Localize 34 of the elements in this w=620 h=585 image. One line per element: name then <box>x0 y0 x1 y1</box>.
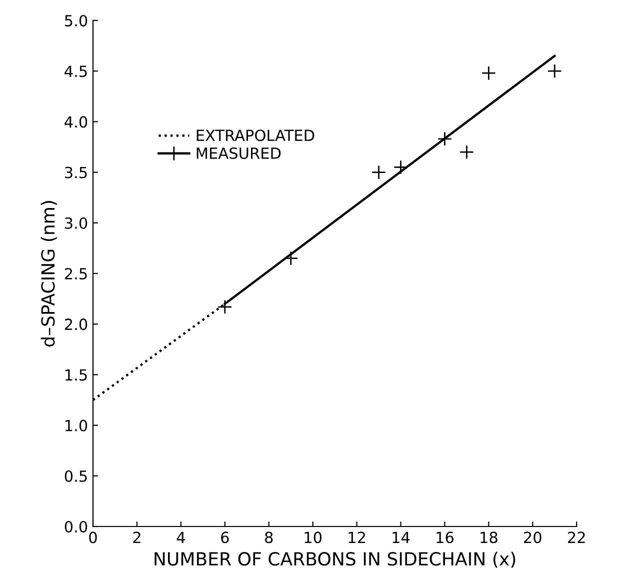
point <box>437 132 452 146</box>
legend-label: MEASURED <box>196 147 281 159</box>
x-tick-label: 6 <box>221 532 229 544</box>
legend-label: EXTRAPOLATED <box>196 130 314 142</box>
y-tick-label: 3.5 <box>65 166 87 178</box>
y-tick-label: 4.0 <box>64 116 88 128</box>
point <box>547 64 562 78</box>
x-tick-label: 0 <box>89 532 97 544</box>
y-tick-label: 0.5 <box>64 470 87 482</box>
y-tick-label: 2.0 <box>64 318 88 330</box>
x-tick-label: 4 <box>176 532 185 543</box>
x-tick-label: 14 <box>392 532 410 543</box>
x-tick-label: 8 <box>265 532 273 544</box>
y-tick-label: 1.0 <box>66 420 88 432</box>
x-tick-label: 10 <box>304 532 322 544</box>
x-tick-label: 2 <box>133 532 140 543</box>
point <box>371 165 386 180</box>
x-tick-label: 16 <box>436 532 454 544</box>
y-tick-label: 3.0 <box>65 217 88 229</box>
y-tick-label: 4.5 <box>64 66 87 78</box>
y-tick-label: 2.5 <box>64 268 87 280</box>
point <box>218 300 232 314</box>
x-axis-title: NUMBER OF CARBONS IN SIDECHAIN (x) <box>154 552 516 568</box>
point <box>481 66 496 80</box>
y-axis-title: d–SPACING (nm) <box>40 201 57 346</box>
y-tick-label: 0.0 <box>64 520 88 533</box>
x-tick-label: 12 <box>348 532 365 543</box>
point <box>284 251 298 266</box>
y-tick-label: 1.5 <box>66 369 87 381</box>
x-tick-label: 20 <box>524 532 542 544</box>
point <box>459 144 474 160</box>
x-tick-label: 22 <box>568 532 585 543</box>
y-tick-label: 5.0 <box>65 14 88 26</box>
x-tick-label: 18 <box>480 532 498 544</box>
